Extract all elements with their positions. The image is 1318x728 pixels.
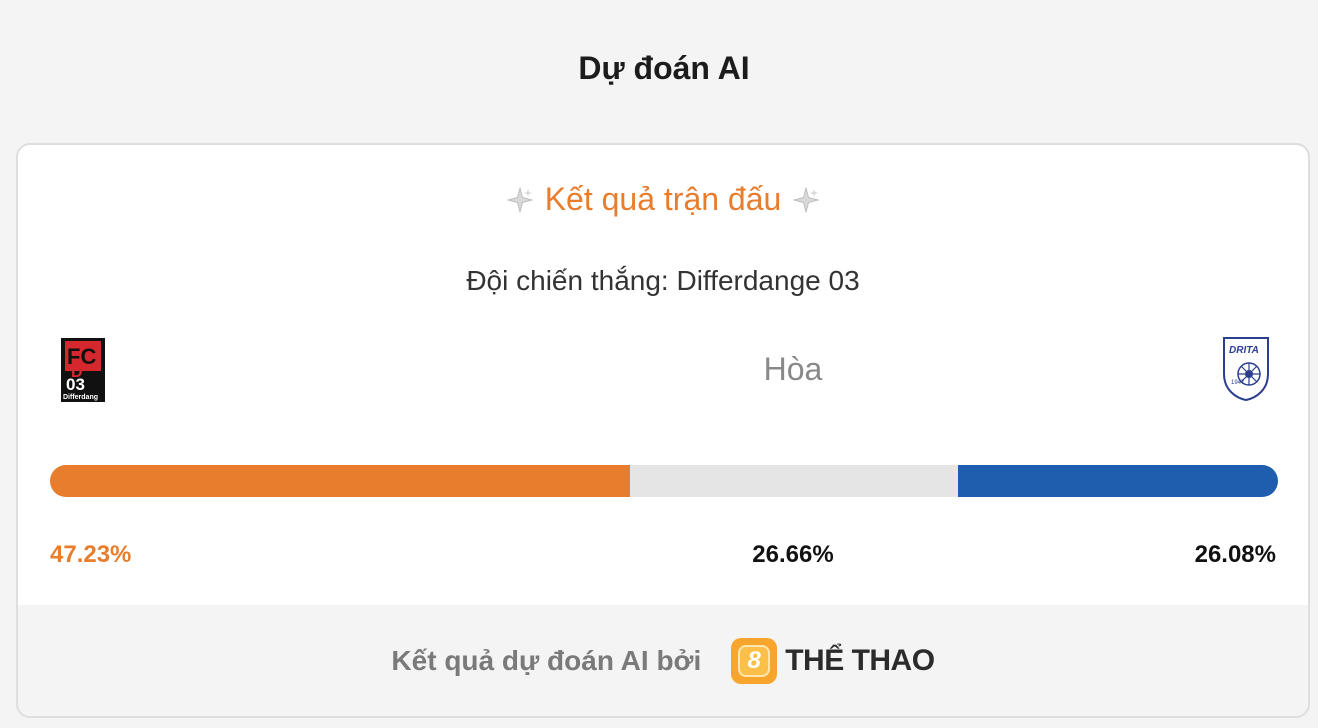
away-team-logo: DRITA 1947	[1220, 336, 1272, 402]
away-win-percent: 26.08%	[1194, 541, 1276, 568]
away-logo-year: 1947	[1231, 380, 1245, 386]
ai-prediction-card: Kết quả trận đấu Đội chiến thắng: Differ…	[16, 143, 1310, 718]
footer-text: Kết quả dự đoán AI bởi	[391, 644, 702, 676]
home-logo-d: D	[71, 364, 83, 381]
away-win-segment	[957, 465, 1278, 497]
draw-segment	[630, 465, 958, 497]
page-title: Dự đoán AI	[578, 50, 750, 86]
brand-mark-number: 8	[738, 644, 771, 677]
winning-team-name: Differdange 03	[676, 265, 860, 296]
home-win-segment	[50, 465, 631, 497]
sparkle-icon	[506, 186, 533, 213]
brand-mark-icon: 8	[731, 637, 778, 684]
brand-name: THỂ THAO	[785, 643, 935, 677]
home-logo-number: 03	[66, 375, 85, 394]
draw-label: Hòa	[763, 351, 823, 387]
winning-team-prefix: Đội chiến thắng:	[466, 265, 677, 296]
probability-bar	[50, 465, 1278, 497]
home-logo-fc: FC	[67, 344, 96, 369]
home-team-logo: FC D 03 Differdang	[60, 337, 106, 403]
sparkle-icon	[793, 186, 820, 213]
brand-logo-link[interactable]: 8 THỂ THAO	[731, 637, 935, 684]
result-heading-label: Kết quả trận đấu	[544, 181, 782, 217]
home-win-percent: 47.23%	[50, 541, 132, 568]
away-logo-text: DRITA	[1229, 345, 1259, 356]
draw-percent: 26.66%	[752, 541, 834, 568]
winning-team-line: Đội chiến thắng: Differdange 03	[18, 265, 1308, 297]
footer-attribution: Kết quả dự đoán AI bởi 8 THỂ THAO	[18, 605, 1308, 716]
result-heading: Kết quả trận đấu	[18, 181, 1308, 218]
home-logo-caption: Differdang	[63, 394, 98, 401]
